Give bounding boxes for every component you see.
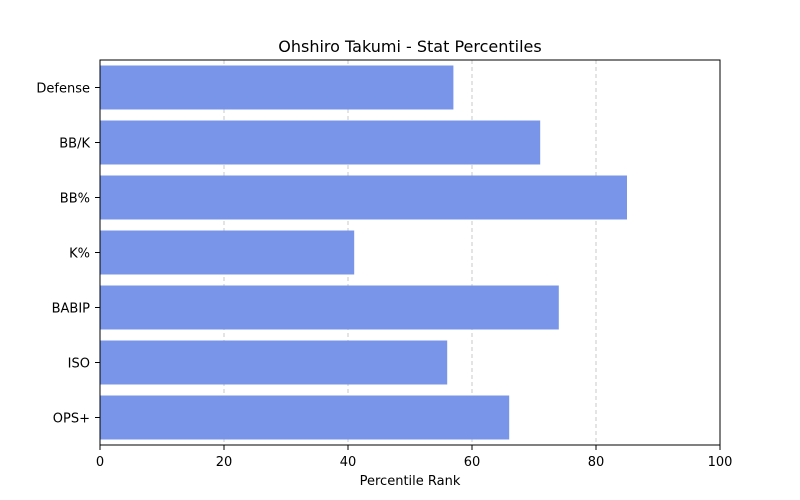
x-axis-label: Percentile Rank [360, 474, 461, 489]
x-tick-label: 40 [340, 455, 357, 470]
bar-bb- [100, 175, 627, 220]
x-tick-label: 100 [708, 455, 733, 470]
bar-iso [100, 340, 448, 385]
chart-title: Ohshiro Takumi - Stat Percentiles [278, 37, 541, 56]
y-axis: Defense BB/K BB% K% BABIP ISO OPS+ [36, 82, 100, 427]
y-tick-label: K% [69, 247, 90, 262]
x-tick-label: 60 [464, 455, 481, 470]
y-tick-label: BB% [60, 192, 90, 207]
x-axis: 0 20 40 60 80 100 [96, 445, 733, 470]
bar-defense [100, 65, 454, 110]
y-tick-label: BB/K [59, 137, 90, 152]
bars [100, 65, 627, 440]
y-tick-label: OPS+ [53, 412, 90, 427]
bar-bb-k [100, 120, 541, 165]
x-tick-label: 20 [216, 455, 233, 470]
bar-babip [100, 285, 559, 330]
x-tick-label: 80 [588, 455, 605, 470]
bar-k- [100, 230, 355, 275]
y-tick-label: Defense [36, 82, 90, 97]
y-tick-label: ISO [68, 357, 90, 372]
x-tick-label: 0 [96, 455, 104, 470]
bar-ops- [100, 395, 510, 440]
y-tick-label: BABIP [52, 302, 91, 317]
